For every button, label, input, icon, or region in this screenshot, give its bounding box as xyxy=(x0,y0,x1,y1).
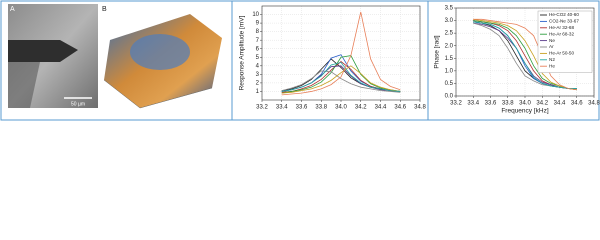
x-tick-label: 34.2 xyxy=(355,105,367,111)
y-tick-label: 0.5 xyxy=(445,81,454,87)
y-tick-label: 3 xyxy=(256,72,260,78)
x-axis-label: Frequency [kHz] xyxy=(501,108,549,115)
x-tick-label: 34.6 xyxy=(571,101,583,107)
legend-label: Ne xyxy=(549,38,555,43)
charts: 1 2 3 4 5 6 7 8 9 10 33.2 33.4 33.6 33.8 34.0 34.2 34.4 3… xyxy=(239,6,600,115)
x-tick-label: 33.8 xyxy=(502,101,514,107)
plot-frame xyxy=(261,5,421,101)
data-line xyxy=(473,18,577,91)
legend-label: He-CO2 40-60 xyxy=(549,12,579,17)
x-tick-label: 34.0 xyxy=(519,101,531,107)
legend-label: He xyxy=(549,63,555,68)
y-axis-label: Response Amplitude [mV] xyxy=(239,15,246,90)
y-tick-label: 2.0 xyxy=(445,43,454,49)
panel-label: A xyxy=(10,6,15,13)
x-tick-label: 34.8 xyxy=(414,105,426,111)
x-tick-label: 33.6 xyxy=(296,105,308,111)
legend-label: He-Ar 68-32 xyxy=(549,31,574,36)
figure: 50 µm A B 1 2 3 4 5 6 7 8 9 10 33.2 33.4 33.6 33.8 34.… xyxy=(0,0,600,121)
y-tick-label: 6 xyxy=(256,46,260,52)
y-tick-label: 3.0 xyxy=(445,18,454,24)
x-tick-label: 33.2 xyxy=(256,105,268,111)
x-tick-label: 33.2 xyxy=(450,101,462,107)
x-tick-label: 33.4 xyxy=(276,105,288,111)
legend-label: He-Ar 50-50 xyxy=(549,51,574,56)
y-tick-label: 4 xyxy=(256,63,260,69)
x-tick-label: 34.0 xyxy=(335,105,347,111)
x-tick-label: 34.4 xyxy=(554,101,566,107)
y-tick-label: 8 xyxy=(256,29,260,35)
panel-label: B xyxy=(102,6,107,13)
x-tick-label: 34.6 xyxy=(394,105,406,111)
surface-axis xyxy=(103,79,213,109)
data-line xyxy=(281,11,401,96)
y-tick-label: 1.0 xyxy=(445,68,454,74)
y-tick-label: 2 xyxy=(256,80,260,86)
data-line xyxy=(473,21,577,89)
y-tick-label: 5 xyxy=(256,55,260,61)
y-tick-label: 9 xyxy=(256,21,260,27)
x-tick-label: 34.2 xyxy=(536,101,548,107)
y-tick-label: 10 xyxy=(252,12,259,18)
y-tick-label: 1.5 xyxy=(445,56,454,62)
y-tick-label: 0.0 xyxy=(445,94,454,100)
legend-label: He-Ar 32-68 xyxy=(549,25,574,30)
data-line xyxy=(281,61,401,92)
y-tick-label: 2.5 xyxy=(445,31,454,37)
legend-label: Ar xyxy=(549,44,554,49)
y-tick-label: 1 xyxy=(256,89,260,95)
data-line xyxy=(281,65,401,94)
x-tick-label: 33.6 xyxy=(485,101,497,107)
y-tick-label: 3.5 xyxy=(445,6,454,12)
x-tick-label: 34.8 xyxy=(588,101,600,107)
figure-frame xyxy=(0,0,600,121)
x-tick-label: 33.4 xyxy=(467,101,479,107)
data-line xyxy=(473,18,577,91)
y-tick-label: 7 xyxy=(256,38,260,44)
legend-label: N2 xyxy=(549,57,555,62)
x-tick-label: 34.4 xyxy=(375,105,387,111)
x-tick-label: 33.8 xyxy=(315,105,327,111)
legend-label: CO2-Ne 33-67 xyxy=(549,19,579,24)
data-line xyxy=(281,70,401,93)
cantilever xyxy=(8,40,78,62)
scale-bar-label: 50 µm xyxy=(71,101,85,107)
y-axis-label: Phase [rad] xyxy=(434,35,441,68)
data-line xyxy=(281,55,401,94)
plot-frame xyxy=(455,7,595,97)
substrate xyxy=(8,62,40,108)
surface-cavity xyxy=(130,34,190,70)
